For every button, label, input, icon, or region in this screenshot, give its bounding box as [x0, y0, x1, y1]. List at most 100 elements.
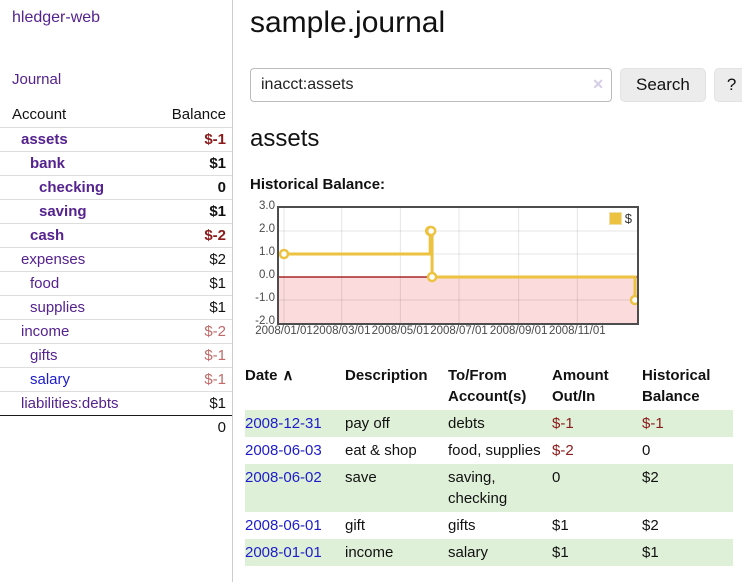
account-link[interactable]: gifts: [30, 347, 58, 364]
help-button[interactable]: ?: [713, 68, 742, 102]
account-link[interactable]: food: [30, 275, 60, 292]
txn-date-link[interactable]: 2008-12-31: [245, 415, 322, 432]
txn-description-cell: gift: [345, 517, 366, 534]
accounts-total-row: 0: [0, 415, 232, 440]
search-input[interactable]: [250, 68, 612, 102]
sidebar: hledger-web Journal Account Balance asse…: [0, 0, 233, 582]
account-balance: $-2: [204, 323, 226, 340]
account-row: liabilities:debts $1: [0, 391, 232, 415]
txn-date-cell: 2008-06-03: [245, 437, 345, 464]
account-balance: $1: [209, 395, 226, 412]
balance-column-header: Historical Balance: [642, 367, 711, 405]
account-balance: $-1: [204, 371, 226, 388]
main-content: sample.journal ✕ Search ? assets Histori…: [245, 0, 742, 566]
chart-y-tick-label: -2.0: [255, 315, 275, 327]
account-row: salary $-1: [0, 367, 232, 391]
chart-y-tick-label: 1.0: [259, 246, 275, 258]
account-balance: $1: [209, 203, 226, 220]
chart-title: Historical Balance:: [250, 176, 386, 193]
account-column-header: Account: [12, 106, 67, 123]
account-row: saving $1: [0, 199, 232, 223]
account-link[interactable]: bank: [30, 155, 66, 172]
txn-amount-cell: $1: [552, 517, 569, 534]
account-link[interactable]: supplies: [30, 299, 86, 316]
register-row: 2008-06-02 save saving, checking 0 $2: [245, 464, 733, 512]
accounts-total-value: 0: [217, 419, 226, 436]
account-row: expenses $2: [0, 247, 232, 271]
txn-balance-cell: $1: [642, 544, 659, 561]
txn-accounts-cell: gifts: [448, 517, 476, 534]
txn-accounts-cell: debts: [448, 415, 485, 432]
txn-date-link[interactable]: 2008-06-02: [245, 469, 322, 486]
txn-amount-cell: $1: [552, 544, 569, 561]
txn-date-cell: 2008-12-31: [245, 410, 345, 437]
account-row: gifts $-1: [0, 343, 232, 367]
account-balance: $2: [209, 251, 226, 268]
chart-canvas: [278, 208, 641, 323]
chart-y-tick-label: -1.0: [255, 292, 275, 304]
account-row: income $-2: [0, 319, 232, 343]
search-box: ✕: [250, 68, 612, 102]
account-link[interactable]: checking: [39, 179, 105, 196]
clear-search-icon[interactable]: ✕: [592, 76, 604, 92]
txn-amount-cell: $-1: [552, 415, 574, 432]
account-link[interactable]: saving: [39, 203, 87, 220]
chart-plot-area: $: [277, 206, 641, 325]
search-button[interactable]: Search: [620, 68, 706, 102]
account-row: food $1: [0, 271, 232, 295]
account-balance: $-1: [204, 131, 226, 148]
historical-balance-chart: $ 3.0 2.0 1.0 0.0 -1.0 -2.0 2008/01/01 2008/03/…: [250, 200, 742, 344]
sort-ascending-icon: ∧: [282, 367, 294, 384]
txn-date-link[interactable]: 2008-06-01: [245, 517, 322, 534]
legend-swatch: [608, 212, 622, 225]
sidebar-item-journal[interactable]: Journal: [12, 71, 62, 88]
account-link[interactable]: cash: [30, 227, 65, 244]
account-row: cash $-2: [0, 223, 232, 247]
date-column-header[interactable]: Date ∧: [245, 367, 294, 384]
account-balance: $-1: [204, 347, 226, 364]
txn-date-cell: 2008-06-01: [245, 512, 345, 539]
chart-x-tick-label: 2008/01/01: [255, 325, 313, 337]
register-row: 2008-06-03 eat & shop food, supplies $-2 0: [245, 437, 733, 464]
account-balance: $1: [209, 299, 226, 316]
chart-x-tick-label: 2008/07/01: [430, 325, 488, 337]
amount-column-header: Amount Out/In: [552, 367, 609, 405]
legend-label: $: [624, 211, 632, 226]
account-balance: $1: [209, 275, 226, 292]
txn-date-cell: 2008-06-02: [245, 464, 345, 512]
account-row: supplies $1: [0, 295, 232, 319]
chart-y-tick-label: 0.0: [259, 269, 275, 281]
chart-x-tick-label: 2008/09/01: [489, 325, 548, 337]
description-column-header: Description: [345, 367, 428, 384]
txn-accounts-cell: salary: [448, 544, 489, 561]
txn-description-cell: eat & shop: [345, 442, 417, 459]
account-link[interactable]: salary: [30, 371, 71, 388]
balance-column-header: Balance: [171, 106, 226, 123]
brand-link[interactable]: hledger-web: [12, 9, 101, 26]
account-link[interactable]: expenses: [21, 251, 86, 268]
txn-balance-cell: $-1: [642, 415, 664, 432]
register-header-row: Date ∧ Description To/From Account(s) Amo…: [245, 362, 733, 410]
txn-date-link[interactable]: 2008-06-03: [245, 442, 322, 459]
accounts-column-header: To/From Account(s): [448, 367, 527, 405]
txn-amount-cell: 0: [552, 469, 561, 486]
chart-y-tick-label: 3.0: [259, 200, 275, 212]
chart-x-tick-label: 2008/05/01: [371, 325, 430, 337]
txn-description-cell: pay off: [345, 415, 390, 432]
register-table: Date ∧ Description To/From Account(s) Amo…: [245, 362, 733, 566]
chart-x-tick-label: 2008/03/01: [312, 325, 371, 337]
chart-y-tick-label: 2.0: [259, 223, 275, 235]
txn-accounts-cell: food, supplies: [448, 442, 541, 459]
account-balance: $1: [209, 155, 226, 172]
txn-balance-cell: $2: [642, 469, 659, 486]
account-row: assets $-1: [0, 127, 232, 151]
account-row: bank $1: [0, 151, 232, 175]
account-link[interactable]: liabilities:debts: [21, 395, 119, 412]
register-row: 2008-12-31 pay off debts $-1 $-1: [245, 410, 733, 437]
account-row: checking 0: [0, 175, 232, 199]
txn-date-link[interactable]: 2008-01-01: [245, 544, 322, 561]
accounts-table-header: Account Balance: [0, 103, 232, 127]
account-link[interactable]: income: [21, 323, 70, 340]
account-link[interactable]: assets: [21, 131, 68, 148]
